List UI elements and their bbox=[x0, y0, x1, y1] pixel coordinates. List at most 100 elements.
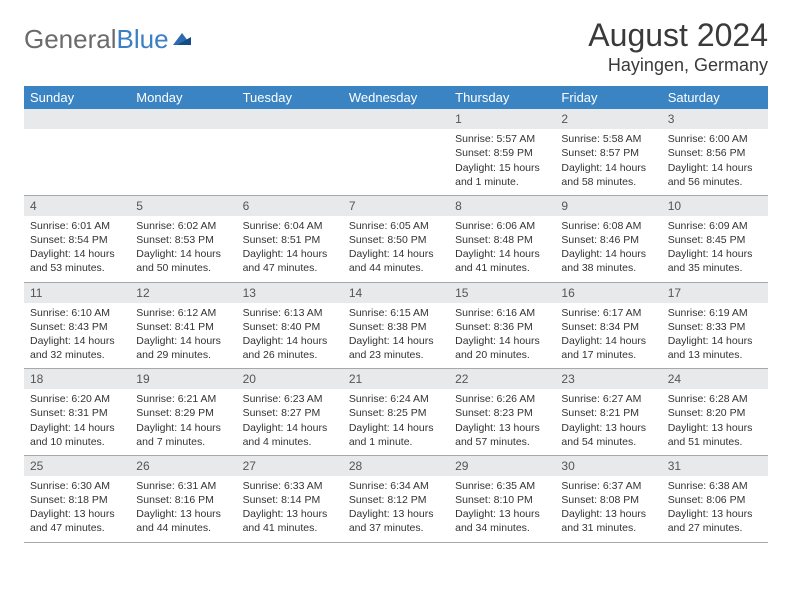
day-cell: 12Sunrise: 6:12 AMSunset: 8:41 PMDayligh… bbox=[130, 282, 236, 369]
day-content: Sunrise: 6:13 AMSunset: 8:40 PMDaylight:… bbox=[237, 303, 343, 369]
day-number: 26 bbox=[130, 456, 236, 476]
day-content: Sunrise: 6:19 AMSunset: 8:33 PMDaylight:… bbox=[662, 303, 768, 369]
day-content: Sunrise: 6:09 AMSunset: 8:45 PMDaylight:… bbox=[662, 216, 768, 282]
day-cell: 16Sunrise: 6:17 AMSunset: 8:34 PMDayligh… bbox=[555, 282, 661, 369]
day-cell: 2Sunrise: 5:58 AMSunset: 8:57 PMDaylight… bbox=[555, 109, 661, 195]
day-content: Sunrise: 6:30 AMSunset: 8:18 PMDaylight:… bbox=[24, 476, 130, 542]
day-cell: 18Sunrise: 6:20 AMSunset: 8:31 PMDayligh… bbox=[24, 369, 130, 456]
day-content: Sunrise: 6:04 AMSunset: 8:51 PMDaylight:… bbox=[237, 216, 343, 282]
day-content: Sunrise: 6:35 AMSunset: 8:10 PMDaylight:… bbox=[449, 476, 555, 542]
logo: GeneralBlue bbox=[24, 18, 193, 55]
day-cell: 30Sunrise: 6:37 AMSunset: 8:08 PMDayligh… bbox=[555, 455, 661, 542]
flag-icon bbox=[173, 31, 193, 49]
day-number: 16 bbox=[555, 283, 661, 303]
day-cell: 9Sunrise: 6:08 AMSunset: 8:46 PMDaylight… bbox=[555, 195, 661, 282]
day-number bbox=[24, 109, 130, 129]
day-number: 19 bbox=[130, 369, 236, 389]
day-content: Sunrise: 6:00 AMSunset: 8:56 PMDaylight:… bbox=[662, 129, 768, 195]
day-content: Sunrise: 6:24 AMSunset: 8:25 PMDaylight:… bbox=[343, 389, 449, 455]
calendar-row: 18Sunrise: 6:20 AMSunset: 8:31 PMDayligh… bbox=[24, 369, 768, 456]
day-number: 31 bbox=[662, 456, 768, 476]
day-number: 8 bbox=[449, 196, 555, 216]
day-cell: 10Sunrise: 6:09 AMSunset: 8:45 PMDayligh… bbox=[662, 195, 768, 282]
empty-cell bbox=[343, 109, 449, 195]
day-content: Sunrise: 6:27 AMSunset: 8:21 PMDaylight:… bbox=[555, 389, 661, 455]
logo-text-gray: General bbox=[24, 24, 117, 54]
day-cell: 3Sunrise: 6:00 AMSunset: 8:56 PMDaylight… bbox=[662, 109, 768, 195]
day-content: Sunrise: 6:08 AMSunset: 8:46 PMDaylight:… bbox=[555, 216, 661, 282]
day-number: 3 bbox=[662, 109, 768, 129]
day-content: Sunrise: 6:38 AMSunset: 8:06 PMDaylight:… bbox=[662, 476, 768, 542]
day-cell: 11Sunrise: 6:10 AMSunset: 8:43 PMDayligh… bbox=[24, 282, 130, 369]
day-cell: 21Sunrise: 6:24 AMSunset: 8:25 PMDayligh… bbox=[343, 369, 449, 456]
day-content bbox=[130, 129, 236, 187]
day-content: Sunrise: 6:28 AMSunset: 8:20 PMDaylight:… bbox=[662, 389, 768, 455]
calendar-table: SundayMondayTuesdayWednesdayThursdayFrid… bbox=[24, 86, 768, 542]
calendar-header-row: SundayMondayTuesdayWednesdayThursdayFrid… bbox=[24, 86, 768, 109]
weekday-header: Friday bbox=[555, 86, 661, 109]
day-number bbox=[343, 109, 449, 129]
logo-text: GeneralBlue bbox=[24, 24, 169, 55]
day-cell: 15Sunrise: 6:16 AMSunset: 8:36 PMDayligh… bbox=[449, 282, 555, 369]
location: Hayingen, Germany bbox=[588, 55, 768, 76]
weekday-header: Sunday bbox=[24, 86, 130, 109]
day-number: 30 bbox=[555, 456, 661, 476]
day-cell: 13Sunrise: 6:13 AMSunset: 8:40 PMDayligh… bbox=[237, 282, 343, 369]
day-content: Sunrise: 5:57 AMSunset: 8:59 PMDaylight:… bbox=[449, 129, 555, 195]
day-cell: 14Sunrise: 6:15 AMSunset: 8:38 PMDayligh… bbox=[343, 282, 449, 369]
day-content: Sunrise: 6:15 AMSunset: 8:38 PMDaylight:… bbox=[343, 303, 449, 369]
calendar-row: 4Sunrise: 6:01 AMSunset: 8:54 PMDaylight… bbox=[24, 195, 768, 282]
day-cell: 20Sunrise: 6:23 AMSunset: 8:27 PMDayligh… bbox=[237, 369, 343, 456]
day-cell: 8Sunrise: 6:06 AMSunset: 8:48 PMDaylight… bbox=[449, 195, 555, 282]
day-content: Sunrise: 6:34 AMSunset: 8:12 PMDaylight:… bbox=[343, 476, 449, 542]
day-cell: 27Sunrise: 6:33 AMSunset: 8:14 PMDayligh… bbox=[237, 455, 343, 542]
empty-cell bbox=[237, 109, 343, 195]
day-number bbox=[237, 109, 343, 129]
day-cell: 23Sunrise: 6:27 AMSunset: 8:21 PMDayligh… bbox=[555, 369, 661, 456]
empty-cell bbox=[24, 109, 130, 195]
day-content: Sunrise: 6:02 AMSunset: 8:53 PMDaylight:… bbox=[130, 216, 236, 282]
day-cell: 25Sunrise: 6:30 AMSunset: 8:18 PMDayligh… bbox=[24, 455, 130, 542]
calendar-page: GeneralBlue August 2024 Hayingen, German… bbox=[0, 0, 792, 553]
day-number: 15 bbox=[449, 283, 555, 303]
day-cell: 7Sunrise: 6:05 AMSunset: 8:50 PMDaylight… bbox=[343, 195, 449, 282]
day-number: 27 bbox=[237, 456, 343, 476]
day-number: 10 bbox=[662, 196, 768, 216]
day-content: Sunrise: 6:21 AMSunset: 8:29 PMDaylight:… bbox=[130, 389, 236, 455]
day-number: 17 bbox=[662, 283, 768, 303]
title-block: August 2024 Hayingen, Germany bbox=[588, 18, 768, 76]
day-cell: 4Sunrise: 6:01 AMSunset: 8:54 PMDaylight… bbox=[24, 195, 130, 282]
day-cell: 1Sunrise: 5:57 AMSunset: 8:59 PMDaylight… bbox=[449, 109, 555, 195]
weekday-header: Saturday bbox=[662, 86, 768, 109]
day-cell: 6Sunrise: 6:04 AMSunset: 8:51 PMDaylight… bbox=[237, 195, 343, 282]
day-cell: 5Sunrise: 6:02 AMSunset: 8:53 PMDaylight… bbox=[130, 195, 236, 282]
day-number: 9 bbox=[555, 196, 661, 216]
day-number: 21 bbox=[343, 369, 449, 389]
day-content: Sunrise: 6:05 AMSunset: 8:50 PMDaylight:… bbox=[343, 216, 449, 282]
day-content: Sunrise: 6:20 AMSunset: 8:31 PMDaylight:… bbox=[24, 389, 130, 455]
day-number: 4 bbox=[24, 196, 130, 216]
header: GeneralBlue August 2024 Hayingen, German… bbox=[24, 18, 768, 76]
day-cell: 28Sunrise: 6:34 AMSunset: 8:12 PMDayligh… bbox=[343, 455, 449, 542]
day-cell: 29Sunrise: 6:35 AMSunset: 8:10 PMDayligh… bbox=[449, 455, 555, 542]
day-content bbox=[343, 129, 449, 187]
weekday-header: Tuesday bbox=[237, 86, 343, 109]
day-content bbox=[237, 129, 343, 187]
day-content: Sunrise: 6:06 AMSunset: 8:48 PMDaylight:… bbox=[449, 216, 555, 282]
day-number: 18 bbox=[24, 369, 130, 389]
weekday-header: Monday bbox=[130, 86, 236, 109]
day-cell: 26Sunrise: 6:31 AMSunset: 8:16 PMDayligh… bbox=[130, 455, 236, 542]
day-number: 12 bbox=[130, 283, 236, 303]
day-content: Sunrise: 6:17 AMSunset: 8:34 PMDaylight:… bbox=[555, 303, 661, 369]
day-cell: 19Sunrise: 6:21 AMSunset: 8:29 PMDayligh… bbox=[130, 369, 236, 456]
calendar-body: 1Sunrise: 5:57 AMSunset: 8:59 PMDaylight… bbox=[24, 109, 768, 542]
calendar-row: 25Sunrise: 6:30 AMSunset: 8:18 PMDayligh… bbox=[24, 455, 768, 542]
empty-cell bbox=[130, 109, 236, 195]
calendar-row: 1Sunrise: 5:57 AMSunset: 8:59 PMDaylight… bbox=[24, 109, 768, 195]
calendar-row: 11Sunrise: 6:10 AMSunset: 8:43 PMDayligh… bbox=[24, 282, 768, 369]
day-number: 23 bbox=[555, 369, 661, 389]
day-content: Sunrise: 5:58 AMSunset: 8:57 PMDaylight:… bbox=[555, 129, 661, 195]
day-content: Sunrise: 6:16 AMSunset: 8:36 PMDaylight:… bbox=[449, 303, 555, 369]
day-cell: 24Sunrise: 6:28 AMSunset: 8:20 PMDayligh… bbox=[662, 369, 768, 456]
day-cell: 31Sunrise: 6:38 AMSunset: 8:06 PMDayligh… bbox=[662, 455, 768, 542]
